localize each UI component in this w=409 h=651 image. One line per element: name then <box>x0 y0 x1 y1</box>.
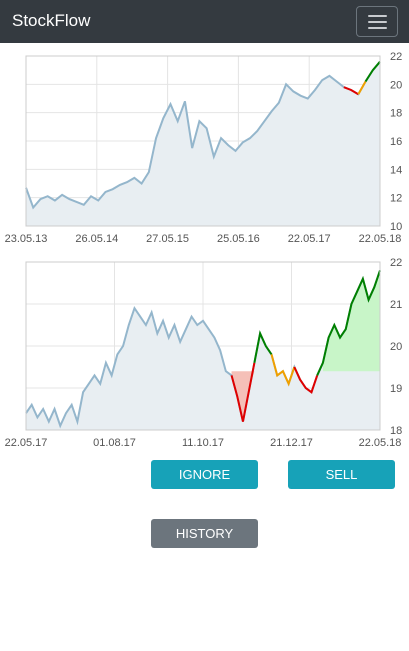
chart-border <box>25 261 381 431</box>
x-tick-label: 11.10.17 <box>182 437 224 449</box>
x-tick-label: 27.05.15 <box>146 233 189 245</box>
long-term-chart-svg: 10 12 14 16 18 20 22 23.05.13 26.05.14 27.05.15 25… <box>5 51 403 245</box>
y-tick-label: 10 <box>390 221 402 233</box>
y-tick-label: 22 <box>390 257 402 269</box>
y-tick-label: 18 <box>390 425 402 437</box>
price-area <box>26 61 380 226</box>
short-term-chart-svg: 18 19 20 21 22 22.05.17 01.08.17 11.10.17 21.12.… <box>5 257 403 449</box>
brand-title[interactable]: StockFlow <box>12 11 91 30</box>
x-tick-label: 22.05.17 <box>288 233 331 245</box>
signal-segment <box>343 86 359 96</box>
y-tick-label: 20 <box>390 79 402 91</box>
y-tick-label: 22 <box>390 51 402 63</box>
gain-fill <box>322 270 380 372</box>
signal-segment <box>270 354 296 387</box>
x-tick-label: 25.05.16 <box>217 233 260 245</box>
y-tick-label: 12 <box>390 193 402 205</box>
history-button[interactable]: HISTORY <box>151 519 258 548</box>
signal-segment <box>293 366 319 394</box>
signal-segment <box>230 362 256 422</box>
navbar: StockFlow <box>0 0 409 43</box>
x-tick-label: 21.12.17 <box>270 437 313 449</box>
menu-toggle-button[interactable] <box>356 6 398 37</box>
long-term-price-chart: 10 12 14 16 18 20 22 23.05.13 26.05.14 27.05.15 25… <box>0 48 409 250</box>
x-tick-label: 23.05.13 <box>5 233 48 245</box>
y-tick-label: 18 <box>390 108 402 120</box>
x-tick-label: 01.08.17 <box>93 437 136 449</box>
x-tick-label: 22.05.18 <box>359 437 402 449</box>
signal-segment <box>253 330 273 363</box>
y-tick-label: 14 <box>390 164 402 176</box>
signal-segment <box>357 81 367 95</box>
y-tick-label: 21 <box>390 299 402 311</box>
x-tick-label: 26.05.14 <box>75 233 118 245</box>
signal-segment <box>364 61 381 83</box>
y-tick-label: 16 <box>390 136 402 148</box>
y-tick-label: 19 <box>390 383 402 395</box>
price-line <box>25 61 381 210</box>
price-area <box>26 270 380 430</box>
x-tick-label: 22.05.17 <box>5 437 48 449</box>
signal-segment <box>316 270 381 376</box>
y-tick-label: 20 <box>390 341 402 353</box>
ignore-button[interactable]: IGNORE <box>151 460 258 489</box>
sell-button[interactable]: SELL <box>288 460 395 489</box>
chart-border <box>25 55 381 227</box>
short-term-price-chart: 18 19 20 21 22 22.05.17 01.08.17 11.10.17 21.12.… <box>0 254 409 454</box>
x-tick-label: 22.05.18 <box>359 233 402 245</box>
loss-fill <box>231 371 255 422</box>
